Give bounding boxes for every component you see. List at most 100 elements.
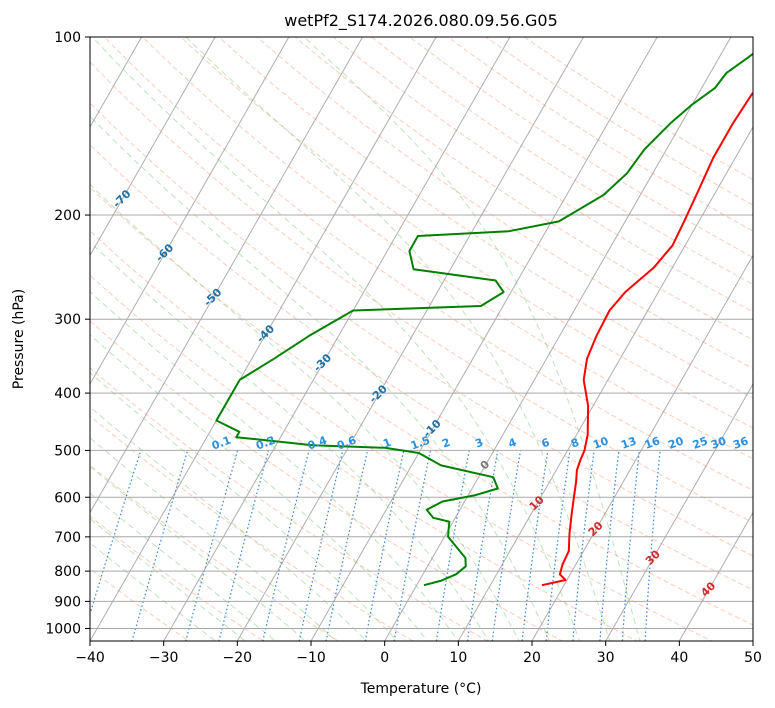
moist-adiabats [90, 37, 641, 641]
moist-adiabat [185, 37, 611, 641]
isotherm-line [310, 37, 658, 641]
isotherm-line [457, 125, 753, 641]
chart-title: wetPf2_S174.2026.080.09.56.G05 [284, 11, 558, 31]
mixing-ratio-line [298, 450, 344, 641]
isotherm-line [678, 511, 753, 641]
isotherm-line [90, 37, 290, 386]
mixing-ratio-line [364, 450, 405, 641]
dry-adiabat [90, 415, 414, 641]
moist-adiabat [90, 465, 307, 641]
mixing-ratio-label: 8 [569, 436, 581, 451]
mixing-ratio-label: 1.5 [409, 434, 432, 453]
mixing-ratio-line [393, 450, 431, 641]
x-axis-label: Temperature (°C) [360, 681, 482, 697]
temperature-line [541, 91, 753, 587]
isotherm-line [163, 37, 511, 641]
mixing-ratio-label: 4 [507, 436, 519, 451]
dry-adiabat [90, 230, 713, 641]
mixing-ratio-label: 0.2 [254, 434, 277, 453]
dry-adiabat [294, 37, 753, 341]
moist-adiabat [90, 290, 459, 641]
dry-adiabat [371, 37, 753, 285]
isotherm-label: 10 [527, 493, 547, 513]
mixing-ratio-label: 30 [709, 434, 728, 452]
isotherm-label: -50 [201, 286, 224, 309]
y-tick-label: 400 [54, 386, 81, 402]
y-tick-label: 200 [54, 208, 81, 224]
dry-adiabat [90, 274, 639, 641]
mixing-ratio-label: 6 [540, 436, 552, 451]
isotherm-label: 0 [478, 458, 493, 473]
moist-adiabat [90, 406, 368, 641]
y-tick-label: 900 [54, 594, 81, 610]
x-tick-label: 30 [597, 650, 615, 666]
dry-adiabat [180, 37, 753, 429]
mixing-ratio-label: 1 [381, 436, 393, 451]
x-tick-label: 20 [523, 650, 541, 666]
mixing-ratio-line [325, 450, 369, 641]
moist-adiabat [90, 517, 246, 641]
x-tick-label: −30 [149, 650, 179, 666]
x-tick-label: 0 [380, 650, 389, 666]
series-lines [215, 52, 753, 587]
mixing-ratio-line [185, 450, 239, 641]
moist-adiabat [90, 334, 429, 641]
mixing-ratio-label: 16 [643, 434, 662, 452]
dry-adiabat [142, 37, 753, 460]
y-axis-label: Pressure (hPa) [11, 289, 27, 389]
dry-adiabat [90, 367, 489, 641]
moist-adiabat [90, 542, 217, 641]
mixing-ratio-label: 3 [473, 436, 485, 451]
isotherm-label: -20 [367, 382, 390, 405]
mixing-ratio-label: 0.6 [335, 434, 358, 453]
y-tick-label: 300 [54, 312, 81, 328]
moist-adiabat [90, 372, 398, 641]
dry-adiabat [90, 568, 190, 641]
isotherm-line [90, 37, 437, 641]
x-tick-label: −40 [75, 650, 105, 666]
mixing-ratio-label: 0.1 [210, 434, 233, 453]
isotherm-label: 20 [586, 519, 606, 539]
isotherm-line [605, 383, 753, 641]
x-tick-label: 50 [744, 650, 762, 666]
mixing-ratio-label: 36 [731, 434, 750, 452]
y-tick-label: 700 [54, 530, 81, 546]
isotherm-line [90, 37, 364, 514]
line-labels: 0.10.20.40.611.52346810131620253036-100-… [20, 88, 750, 599]
mixing-ratio-line [218, 450, 269, 641]
dewpoint-line [215, 52, 753, 587]
y-tick-label: 100 [54, 30, 81, 46]
isotherm-line [531, 254, 753, 641]
y-tick-label: 1000 [45, 621, 81, 637]
isotherm-label: -40 [254, 322, 277, 345]
dry-adiabat [90, 464, 340, 641]
isobar-grid [90, 37, 753, 629]
mixing-ratio-label: 2 [440, 436, 452, 451]
mixing-ratio-line [545, 450, 571, 641]
moist-adiabat [90, 492, 277, 641]
plot-frame [89, 36, 754, 642]
x-tick-label: 40 [670, 650, 688, 666]
x-axis: −40 −30 −20 −10 0 10 20 30 40 50 [75, 641, 762, 666]
x-tick-label: 10 [449, 650, 467, 666]
isotherm-label: -80 [65, 137, 88, 160]
dry-adiabat [256, 37, 753, 370]
y-tick-label: 800 [54, 564, 81, 580]
isotherm-line [752, 639, 753, 641]
dry-adiabat [90, 102, 753, 557]
dry-adiabat [485, 37, 753, 206]
x-tick-label: −20 [223, 650, 253, 666]
isotherm-line [384, 37, 732, 641]
x-tick-label: −10 [296, 650, 326, 666]
y-tick-label: 500 [54, 443, 81, 459]
mixing-ratio-label: 10 [591, 434, 610, 452]
isotherm-grid [90, 37, 753, 641]
isotherm-label: 30 [643, 547, 663, 567]
mixing-ratio-label: 20 [666, 434, 685, 452]
mixing-ratio-label: 25 [691, 434, 710, 451]
mixing-ratio-label: 0.4 [306, 434, 329, 453]
mixing-ratio-line [435, 450, 470, 641]
isotherm-label: -90 [20, 88, 43, 111]
dry-adiabat [104, 37, 753, 491]
